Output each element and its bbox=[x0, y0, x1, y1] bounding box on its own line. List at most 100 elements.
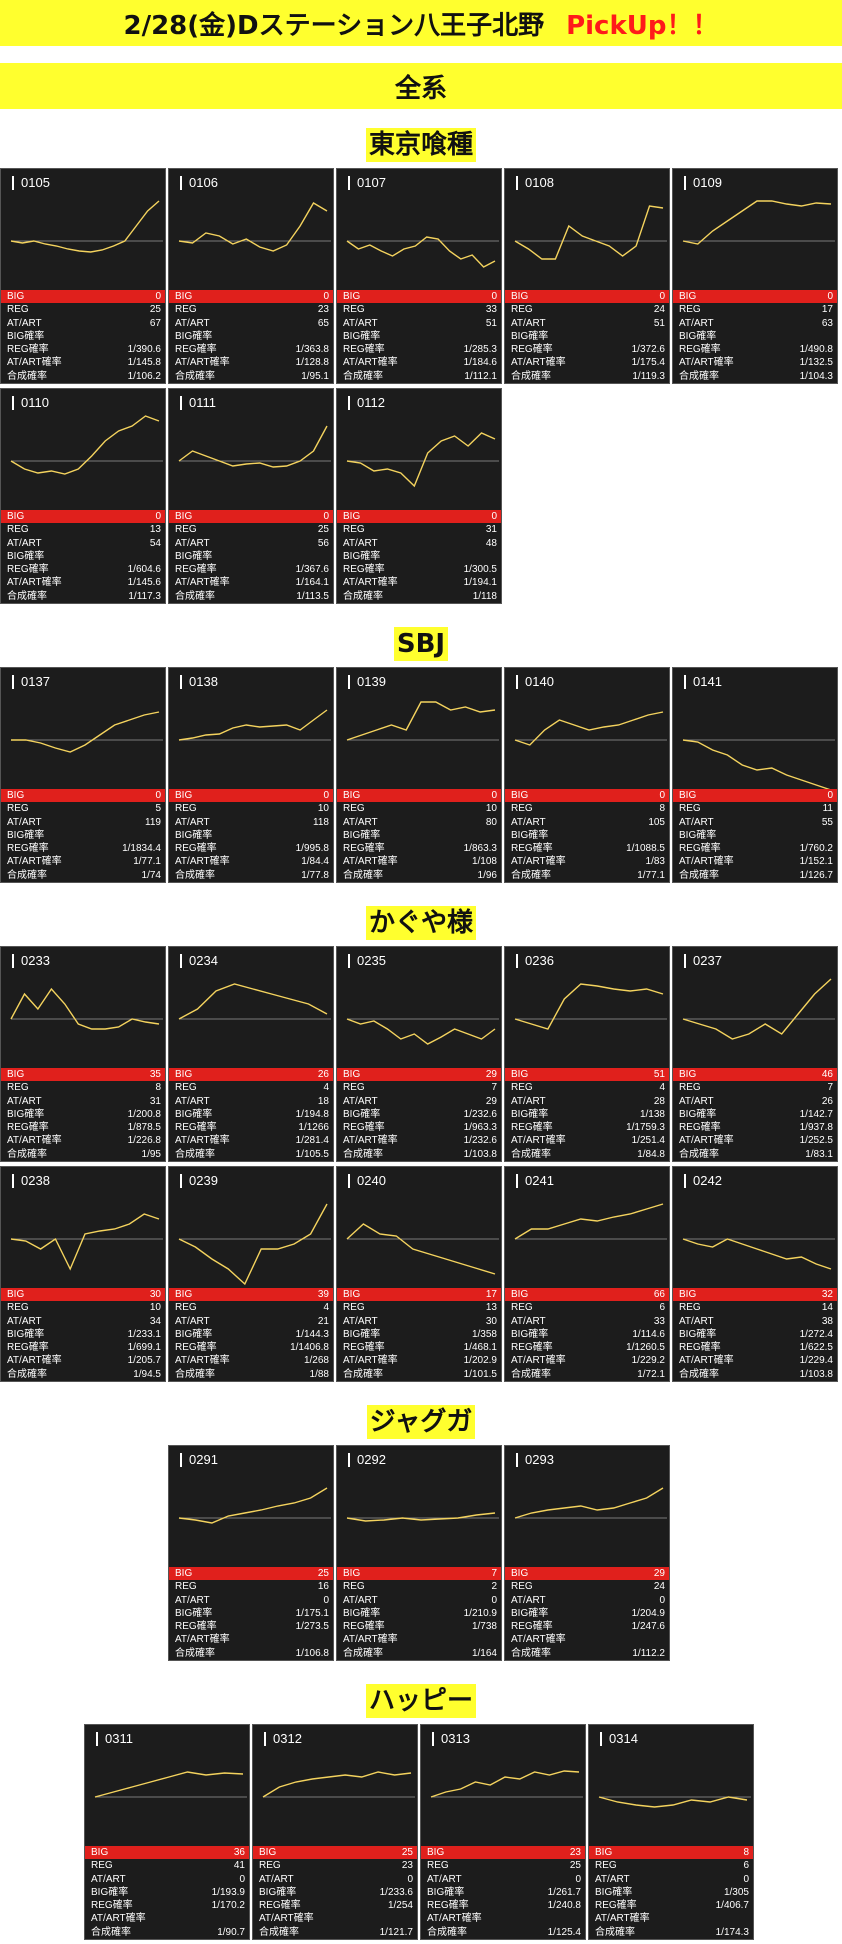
machine-card: 0111 BIG 0 REG 25 AT/ART 56 BIG確率 REG確率 1/367.6 AT… bbox=[168, 388, 334, 604]
trend-line bbox=[514, 205, 664, 260]
stat-row: AT/ART 0 bbox=[421, 1873, 585, 1886]
stat-row: BIG確率 1/193.9 bbox=[85, 1886, 249, 1899]
stat-value: 25 bbox=[317, 524, 329, 536]
stat-label: BIG bbox=[7, 1289, 25, 1300]
stat-label: REG確率 bbox=[679, 1342, 721, 1354]
stat-label: AT/ART bbox=[679, 317, 714, 329]
stat-row: REG確率 1/285.3 bbox=[337, 343, 501, 356]
stat-row: 合成確率 1/118 bbox=[337, 590, 501, 603]
stat-row: REG確率 1/963.3 bbox=[337, 1121, 501, 1134]
machine-number: 0140 bbox=[516, 675, 554, 689]
stat-label: REG確率 bbox=[343, 1621, 385, 1633]
machine-number: 0236 bbox=[516, 954, 554, 968]
stat-label: AT/ART確率 bbox=[175, 1355, 230, 1367]
trend-chart bbox=[346, 1223, 499, 1275]
stat-value: 1/164.1 bbox=[295, 577, 329, 589]
stat-value: 0 bbox=[491, 790, 497, 801]
machine-number: 0291 bbox=[180, 1453, 218, 1467]
stat-value: 1/251.4 bbox=[631, 1135, 665, 1147]
trend-chart bbox=[346, 432, 499, 488]
trend-line bbox=[682, 200, 832, 245]
stat-row: BIG 35 bbox=[1, 1068, 165, 1082]
stat-row: AT/ART 0 bbox=[337, 1594, 501, 1607]
stat-label: REG bbox=[511, 1082, 533, 1094]
stat-label: 合成確率 bbox=[511, 869, 551, 881]
trend-chart bbox=[346, 1512, 499, 1522]
stat-value: 0 bbox=[491, 291, 497, 302]
stat-row: AT/ART 51 bbox=[505, 317, 669, 330]
stat-value: 51 bbox=[485, 317, 497, 329]
stat-row: REG 11 bbox=[673, 802, 837, 815]
stat-row: BIG確率 1/114.6 bbox=[505, 1328, 669, 1341]
stat-row: AT/ART 0 bbox=[589, 1873, 753, 1886]
stat-label: BIG bbox=[91, 1847, 109, 1858]
trend-chart bbox=[514, 711, 667, 746]
stat-row: REG 5 bbox=[1, 802, 165, 815]
stat-value: 1/194.1 bbox=[463, 577, 497, 589]
stat-label: AT/ART bbox=[679, 1315, 714, 1327]
stat-label: BIG確率 bbox=[511, 829, 549, 841]
stat-value: 1/84.4 bbox=[301, 856, 329, 868]
trend-chart bbox=[430, 1770, 583, 1798]
stat-row: AT/ART 0 bbox=[505, 1594, 669, 1607]
stat-label: REG確率 bbox=[7, 1122, 49, 1134]
stat-label: BIG bbox=[511, 291, 529, 302]
stat-label: BIG確率 bbox=[175, 550, 213, 562]
stat-row: REG確率 1/1759.3 bbox=[505, 1121, 669, 1134]
trend-chart bbox=[682, 739, 835, 791]
stat-label: AT/ART bbox=[175, 1095, 210, 1107]
stat-value: 1/95 bbox=[141, 1148, 161, 1160]
stat-label: BIG bbox=[175, 1568, 193, 1579]
stat-label: AT/ART確率 bbox=[595, 1913, 650, 1925]
stat-label: 合成確率 bbox=[7, 869, 47, 881]
stat-label: AT/ART確率 bbox=[175, 577, 230, 589]
stat-row: AT/ART確率 1/205.7 bbox=[1, 1354, 165, 1367]
stat-label: REG bbox=[343, 1082, 365, 1094]
machine-card: 0109 BIG 0 REG 17 AT/ART 63 BIG確率 REG確率 1/490.8 AT… bbox=[672, 168, 838, 384]
stat-label: REG bbox=[679, 1082, 701, 1094]
stat-label: REG確率 bbox=[7, 564, 49, 576]
stat-label: BIG確率 bbox=[679, 829, 717, 841]
stat-label: REG bbox=[427, 1860, 449, 1872]
stat-row: BIG確率 1/175.1 bbox=[169, 1607, 333, 1620]
machine-number: 0109 bbox=[684, 176, 722, 190]
stat-row: AT/ART確率 1/175.4 bbox=[505, 356, 669, 369]
stat-value: 25 bbox=[317, 1568, 329, 1579]
stat-value: 1/132.5 bbox=[799, 357, 833, 369]
stat-label: BIG確率 bbox=[343, 330, 381, 342]
stat-value: 1/372.6 bbox=[631, 344, 665, 356]
stat-row: AT/ART 30 bbox=[337, 1315, 501, 1328]
stat-row: REG確率 1/468.1 bbox=[337, 1341, 501, 1354]
stat-label: BIG bbox=[343, 1069, 361, 1080]
stat-label: REG確率 bbox=[511, 344, 553, 356]
stat-value: 1/83.1 bbox=[805, 1148, 833, 1160]
stat-label: BIG確率 bbox=[427, 1886, 465, 1898]
trend-line bbox=[682, 978, 832, 1040]
stat-row: BIG確率 1/142.7 bbox=[673, 1108, 837, 1121]
stat-value: 28 bbox=[653, 1095, 665, 1107]
stat-label: REG bbox=[175, 1302, 197, 1314]
stats-table: BIG 46 REG 7 AT/ART 26 BIG確率 1/142.7 REG確率 1/937.… bbox=[673, 1068, 837, 1161]
stat-value: 18 bbox=[317, 1095, 329, 1107]
stat-value: 1/699.1 bbox=[127, 1342, 161, 1354]
stat-row: BIG確率 bbox=[673, 829, 837, 842]
stat-value: 1/229.4 bbox=[799, 1355, 833, 1367]
machine-number: 0235 bbox=[348, 954, 386, 968]
trend-chart bbox=[94, 1771, 247, 1798]
trend-chart bbox=[11, 711, 163, 753]
stat-label: AT/ART bbox=[175, 317, 210, 329]
stat-value: 25 bbox=[569, 1860, 581, 1872]
stat-row: AT/ART 0 bbox=[85, 1873, 249, 1886]
stat-row: AT/ART 18 bbox=[169, 1095, 333, 1108]
trend-line bbox=[178, 1203, 328, 1286]
stat-value: 0 bbox=[827, 291, 833, 302]
stat-label: REG bbox=[175, 1581, 197, 1593]
stat-row: AT/ART確率 1/229.4 bbox=[673, 1354, 837, 1367]
stat-row: 合成確率 1/119.3 bbox=[505, 370, 669, 383]
stat-value: 0 bbox=[659, 1594, 665, 1606]
stat-row: AT/ART確率 1/232.6 bbox=[337, 1134, 501, 1147]
stat-label: 合成確率 bbox=[511, 1647, 551, 1659]
trend-chart bbox=[514, 1203, 667, 1240]
stat-row: 合成確率 1/105.5 bbox=[169, 1148, 333, 1161]
stat-value: 33 bbox=[485, 304, 497, 316]
